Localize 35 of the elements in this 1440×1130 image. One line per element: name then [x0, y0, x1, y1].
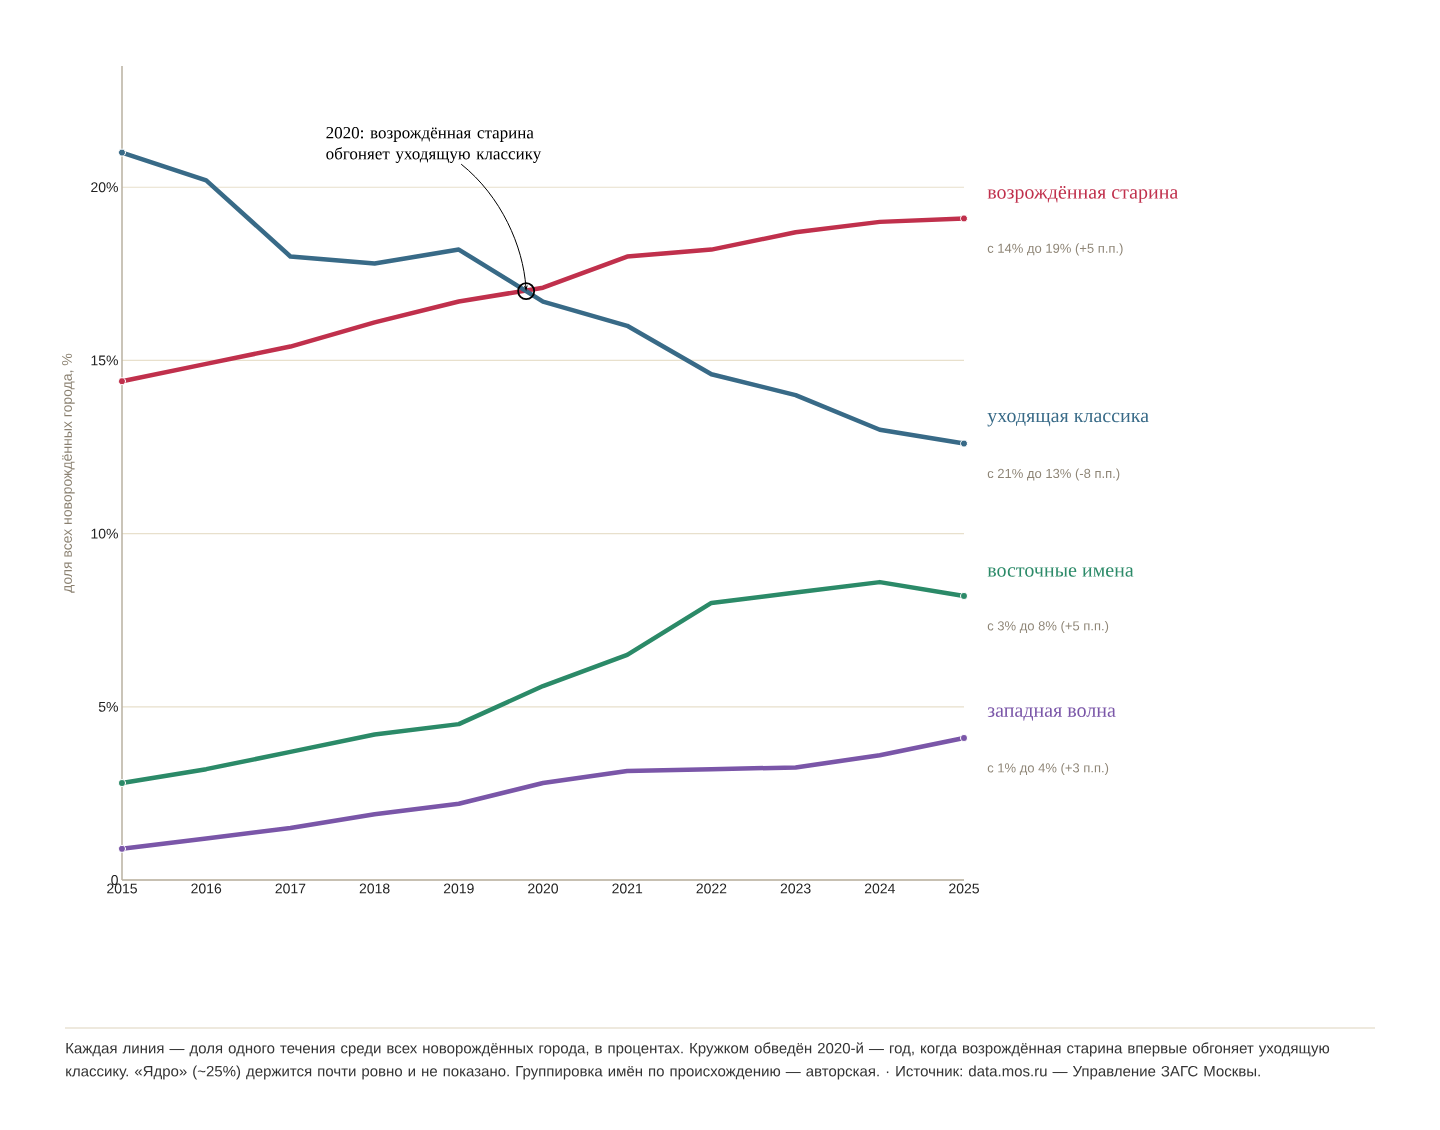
x-tick-label: 2019 — [443, 883, 474, 894]
point — [960, 591, 969, 600]
x-tick-label: 2018 — [359, 883, 390, 894]
point — [960, 733, 969, 742]
point — [118, 844, 126, 853]
series-label: уходящая классика — [987, 412, 1149, 427]
x-tick-label: 2021 — [612, 883, 643, 894]
series-label: восточные имена — [987, 567, 1134, 577]
y-tick-label: 15% — [91, 355, 118, 366]
y-tick-label: 20% — [91, 182, 118, 193]
text: с 3% до 8% (+5 п.п.) — [987, 620, 1109, 634]
x-tick-label: 2023 — [780, 883, 811, 894]
y-axis-title: доля всех новорождённых города, % — [62, 353, 75, 593]
text: с 21% до 13% (-8 п.п.) — [987, 468, 1120, 481]
x-tick-label: 2020 — [528, 883, 559, 894]
point — [118, 148, 126, 157]
point — [960, 439, 969, 448]
x-tick-label: 2015 — [107, 883, 137, 894]
text: с 1% до 4% (+3 п.п.) — [987, 762, 1109, 776]
y-tick-label: 0 — [111, 875, 118, 885]
x-tick-label: 2017 — [275, 883, 306, 894]
text: с 14% до 19% (+5 п.п.) — [987, 243, 1123, 256]
y-tick-label: 10% — [91, 528, 118, 539]
x-tick-label: 2024 — [864, 883, 895, 894]
text: Каждая линия — доля одного течения среди всех новорождённых города, в процентах. Кружком обведён 2020-й — год, когда возрождённая старина впервые обгоняет уходящую классику. «Ядро» (~25%) держится почти ровно и не показано. Группировка имён по происхождению — авторская. · Источник: data.mos.ru — Управление ЗАГС Москвы. — [66, 1042, 1330, 1080]
x-tick-label: 2025 — [949, 883, 979, 894]
point — [960, 214, 969, 223]
point — [118, 377, 126, 386]
annotation: 2020: возрождённая старина обгоняет уходящую классику — [326, 126, 542, 163]
series-label: западная волна — [987, 707, 1116, 721]
series-label: возрождённая старина — [987, 185, 1179, 203]
point — [118, 779, 126, 788]
x-tick-label: 2016 — [191, 883, 222, 894]
y-tick-label: 5% — [98, 701, 118, 712]
x-tick-label: 2022 — [696, 883, 727, 894]
